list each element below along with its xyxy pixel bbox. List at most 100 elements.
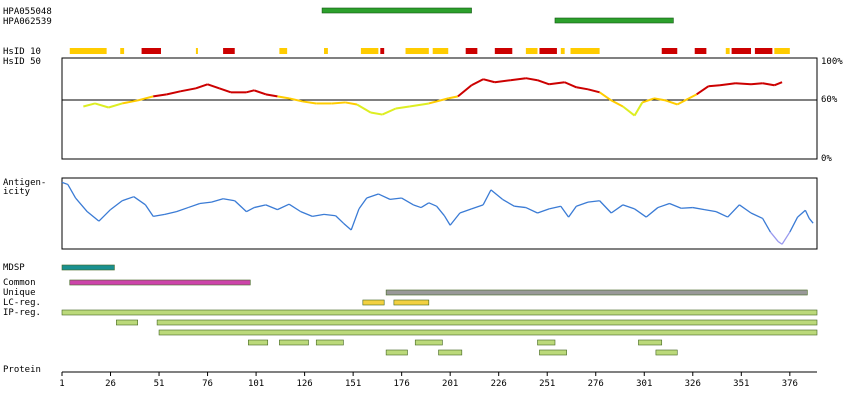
identity-segment <box>633 101 644 117</box>
antigenicity-segment <box>727 204 740 218</box>
identity-segment <box>762 82 775 87</box>
mdsp-label: MDSP <box>3 263 25 273</box>
axis-tick-label: 251 <box>539 379 555 389</box>
identity-segment <box>246 89 255 94</box>
identity-segment <box>564 81 577 89</box>
antibody-label-1: HPA055048 <box>3 7 52 17</box>
lcreg-region <box>393 299 430 306</box>
protein-label: Protein <box>3 365 41 375</box>
axis-tick-label: 101 <box>248 379 264 389</box>
antigenicity-segment <box>378 193 391 200</box>
antigenicity-segment <box>549 205 561 210</box>
antigenicity-segment <box>187 202 201 209</box>
identity-segment <box>676 97 690 106</box>
antigenicity-segment <box>86 211 100 222</box>
identity-segment <box>288 97 303 103</box>
antigenicity-segment <box>789 216 799 233</box>
antigenicity-segment <box>471 204 484 210</box>
antibody-bar-2 <box>554 17 674 24</box>
ipreg-region <box>248 339 269 346</box>
hsid10-block <box>405 48 429 54</box>
mdsp-region <box>61 264 115 271</box>
antigenicity-segment <box>75 197 88 213</box>
identity-segment <box>94 102 109 109</box>
identity-axis-top: 100% <box>821 57 843 67</box>
ipreg-region <box>414 339 443 346</box>
identity-segment <box>735 82 752 86</box>
antigenicity-label-1: Antigen- <box>3 178 47 188</box>
antigenicity-segment <box>176 206 189 213</box>
hsid10-block <box>120 48 125 54</box>
identity-segment <box>653 97 666 102</box>
ipreg-region <box>655 349 678 356</box>
identity-segment <box>180 87 197 93</box>
antigenicity-segment <box>288 203 302 213</box>
antigenicity-segment <box>234 200 247 213</box>
axis-tick-label: 226 <box>491 379 507 389</box>
identity-segment <box>108 102 123 109</box>
identity-segment <box>537 79 550 86</box>
hsid10-block <box>324 48 328 54</box>
antigenicity-segment <box>277 203 290 211</box>
ipreg-label: IP-reg. <box>3 308 41 318</box>
identity-segment <box>696 85 709 96</box>
antigenicity-segment <box>133 196 146 206</box>
antigenicity-segment <box>211 198 224 203</box>
antigenicity-segment <box>781 231 791 245</box>
antigenicity-segment <box>797 209 806 218</box>
antigenicity-segment <box>692 206 705 211</box>
antigenicity-segment <box>568 205 577 218</box>
identity-segment <box>549 81 565 86</box>
identity-segment <box>331 101 346 105</box>
antigenicity-segment <box>587 200 600 203</box>
identity-segment <box>207 83 220 90</box>
hsid10-block <box>560 48 565 54</box>
antigenicity-segment <box>300 211 313 218</box>
identity-segment <box>576 86 589 91</box>
ipreg-region <box>116 319 138 326</box>
antigenicity-segment <box>610 204 624 214</box>
antigenicity-segment <box>681 206 693 209</box>
antigenicity-line <box>61 181 814 245</box>
antigenicity-segment <box>246 206 255 213</box>
antigenicity-segment <box>669 202 682 209</box>
hsid10-block <box>725 48 730 54</box>
identity-segment <box>719 82 736 87</box>
antigenicity-segment <box>657 202 670 209</box>
antigenicity-segment <box>335 215 344 224</box>
identity-segment <box>457 84 473 98</box>
identity-segment <box>395 105 410 110</box>
identity-segment <box>494 79 511 84</box>
antigenicity-segment <box>777 241 783 245</box>
antigenicity-segment <box>389 197 402 201</box>
identity-segment <box>641 97 655 104</box>
identity-segment <box>370 111 383 116</box>
antigenicity-segment <box>253 204 266 209</box>
antigenicity-segment <box>560 205 570 218</box>
identity-segment <box>381 107 397 116</box>
ipreg-region <box>158 329 818 336</box>
antigenicity-segment <box>164 211 177 215</box>
identity-axis-mid: 60% <box>821 95 838 105</box>
identity-segment <box>277 95 290 100</box>
antigenicity-segment <box>413 204 422 209</box>
ipreg-region <box>539 349 567 356</box>
hsid10-block <box>69 48 107 54</box>
ipreg-region <box>315 339 344 346</box>
antigenicity-segment <box>358 197 368 210</box>
hsid10-label: HsID 10 <box>3 47 41 57</box>
antigenicity-plot-frame <box>61 177 818 250</box>
ipreg-region <box>438 349 463 356</box>
antigenicity-segment <box>366 193 379 199</box>
identity-segment <box>345 101 358 106</box>
identity-segment <box>773 81 783 87</box>
antigenicity-segment <box>436 205 445 217</box>
antigenicity-segment <box>449 212 461 226</box>
axis-tick-label: 276 <box>588 379 604 389</box>
feature-tracks <box>61 264 818 356</box>
antigenicity-segment <box>342 222 352 231</box>
antigenicity-segment <box>312 213 325 218</box>
hsid10-block <box>141 48 161 54</box>
antigenicity-segment <box>401 197 414 206</box>
antigenicity-segment <box>769 231 779 242</box>
